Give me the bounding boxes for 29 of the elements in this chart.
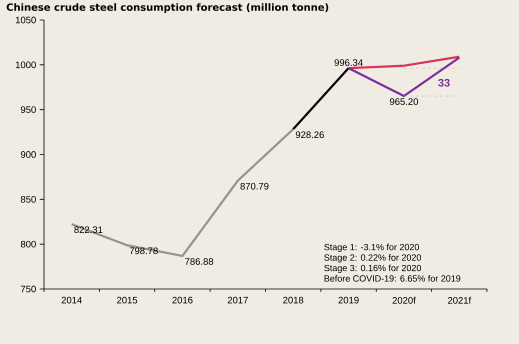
data-label: 928.26 xyxy=(296,131,324,138)
y-tick-label: 750 xyxy=(20,286,36,292)
y-tick-label: 800 xyxy=(20,240,36,248)
x-tick-label: 2018 xyxy=(283,296,304,304)
y-tick-label: 850 xyxy=(20,196,36,203)
y-tick-label: 900 xyxy=(20,151,36,158)
x-tick-label: 2019 xyxy=(338,296,359,304)
x-tick-label: 2015 xyxy=(117,296,138,304)
data-label: 822.31 xyxy=(74,226,102,234)
data-label: 996.34 xyxy=(334,59,363,66)
x-tick-label: 2016 xyxy=(172,296,193,304)
x-tick-label: 2020f xyxy=(392,296,416,304)
annotation: Stage 3: 0.16% for 2020 xyxy=(324,264,422,273)
y-tick-label: 1000 xyxy=(16,61,36,68)
y-tick-label: 1050 xyxy=(16,16,36,24)
data-label: 786.88 xyxy=(185,258,214,265)
x-tick-label: 2017 xyxy=(228,296,248,304)
y-tick-label: 950 xyxy=(20,106,36,114)
data-label: 870.79 xyxy=(240,182,268,190)
annotation: Stage 1: -3.1% for 2020 xyxy=(324,244,420,252)
x-tick-label: 2021f xyxy=(448,296,472,304)
annotation: 33 xyxy=(438,78,450,87)
chart-title: Chinese crude steel consumption forecast (million tonne) xyxy=(6,3,328,13)
x-tick-label: 2014 xyxy=(62,296,82,304)
annotation: Stage 2: 0.22% for 2020 xyxy=(324,254,422,262)
line-series xyxy=(70,128,294,258)
annotation: Before COVID-19: 6.65% for 2019 xyxy=(324,275,460,282)
data-label: 965.20 xyxy=(390,98,418,105)
data-label: 798.78 xyxy=(130,247,158,254)
